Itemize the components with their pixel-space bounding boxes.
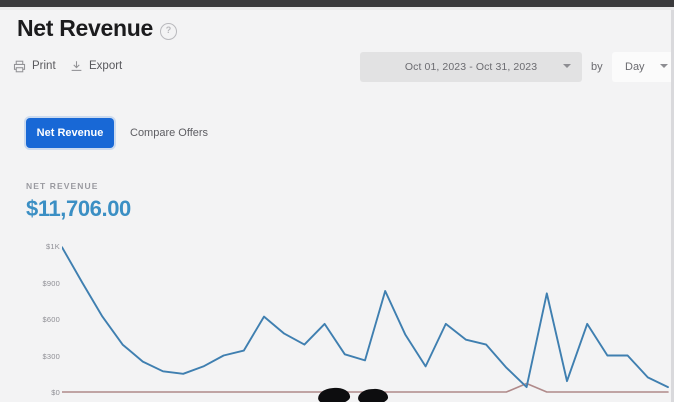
y-axis-tick-label: $0 [51,388,60,397]
kpi-value: $11,706.00 [26,196,131,221]
cursor-artifact [357,388,389,402]
chart-plot-area[interactable] [62,236,674,402]
tab-net-revenue-label: Net Revenue [36,127,104,139]
print-label: Print [32,60,56,72]
window-right-edge [671,10,674,402]
date-range-picker[interactable]: Oct 01, 2023 - Oct 31, 2023 [360,52,582,82]
granularity-select[interactable]: Day [612,52,674,82]
page-header: Net Revenue ? [0,10,674,46]
chart-svg [62,246,669,393]
by-label: by [591,61,603,73]
tab-compare-offers-label: Compare Offers [130,127,209,139]
printer-icon [13,60,26,73]
question-circle-icon[interactable]: ? [160,23,177,40]
action-toolbar: Print Export [0,54,674,82]
chart-series-net-revenue [62,246,669,389]
page-title: Net Revenue [17,15,154,41]
export-label: Export [89,60,123,72]
window-top-bar-shadow [0,7,674,10]
kpi-net-revenue: NET REVENUE $11,706.00 [26,181,131,222]
granularity-value: Day [625,61,645,73]
chart-y-axis: $1K $900 $600 $300 $0 [12,236,60,402]
print-button[interactable]: Print [13,56,56,76]
window-top-bar [0,0,674,7]
report-tabs: Net Revenue Compare Offers [0,118,674,152]
date-range-value: Oct 01, 2023 - Oct 31, 2023 [404,61,538,73]
kpi-label: NET REVENUE [26,181,99,191]
chevron-down-icon [660,64,668,68]
export-button[interactable]: Export [70,56,122,76]
y-axis-tick-label: $300 [42,351,60,361]
tab-net-revenue[interactable]: Net Revenue [26,118,114,148]
y-axis-tick-label: $900 [42,278,60,288]
net-revenue-chart: $1K $900 $600 $300 $0 [0,236,674,402]
chevron-down-icon [563,64,571,68]
download-icon [70,60,83,73]
tab-compare-offers[interactable]: Compare Offers [130,118,230,148]
y-axis-tick-label: $1K [46,242,60,251]
y-axis-tick-label: $600 [42,315,60,324]
